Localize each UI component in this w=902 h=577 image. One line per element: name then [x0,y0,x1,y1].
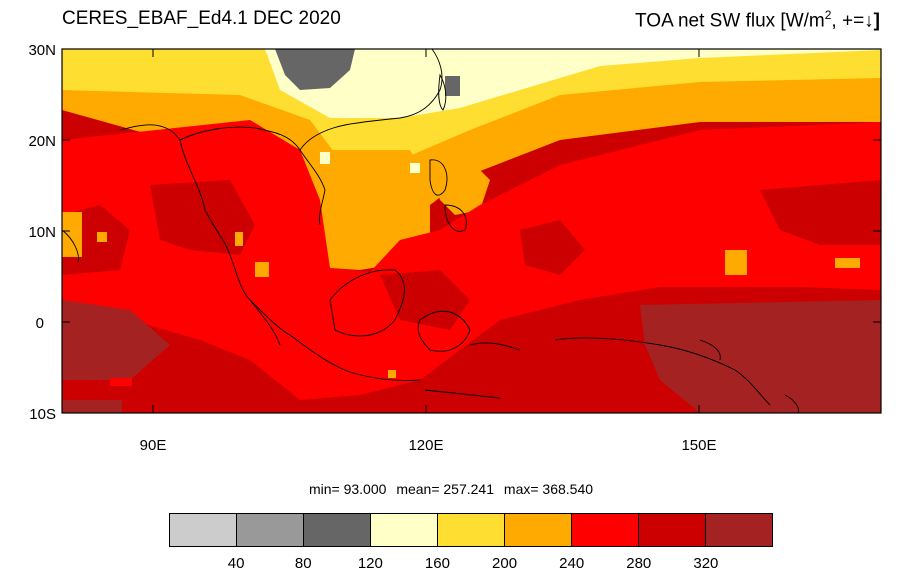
colorbar-swatch [438,514,505,546]
patch-320e [380,270,470,330]
lat-label: 10N [28,224,56,241]
colorbar-label: 40 [227,555,245,572]
lon-label: 90E [140,437,167,454]
stat-max: max= 368.540 [503,481,594,497]
patch-orange-e [725,250,747,275]
colorbar [169,513,773,547]
lon-label: 120E [408,437,443,454]
colorbar-label: 160 [424,555,450,572]
colorbar-swatch [304,514,371,546]
colorbar-label: 320 [693,555,719,572]
colorbar-swatch [572,514,639,546]
lat-label: 0 [36,315,44,332]
patch-320b [150,180,255,255]
lat-label: 20N [28,133,56,150]
colorbar-swatch [505,514,572,546]
stat-mean: mean= 257.241 [396,481,495,497]
band-320-west [62,300,170,380]
lat-label: 30N [28,42,56,59]
colorbar-label: 120 [357,555,383,572]
colorbar-label: 240 [559,555,585,572]
colorbar-label: 280 [626,555,652,572]
colorbar-swatch [237,514,304,546]
colorbar-label: 200 [492,555,518,572]
patch-320d [520,220,585,275]
band-320-east [640,300,881,413]
philippine-tongue [430,160,490,215]
colorbar-swatch [706,514,772,546]
taiwan-patch [445,76,460,96]
map-title: CERES_EBAF_Ed4.1 DEC 2020 [62,8,341,29]
band-120 [275,49,355,90]
colorbar-swatch [639,514,706,546]
tick-marks [62,48,881,414]
band-160 [265,49,881,118]
patch-320c [760,180,881,245]
colorbar-swatch [371,514,438,546]
coastlines [62,49,799,413]
colorbar-swatch [170,514,237,546]
colorbar-label: 80 [294,555,312,572]
lat-label: 10S [29,406,56,423]
stats-line: min= 93.000 mean= 257.241 max= 368.540 [0,481,902,497]
band-280 [62,120,881,400]
stat-min: min= 93.000 [308,481,387,497]
lon-label: 150E [681,437,716,454]
variable-title: TOA net SW flux [W/m2, +=↓] [635,8,880,32]
